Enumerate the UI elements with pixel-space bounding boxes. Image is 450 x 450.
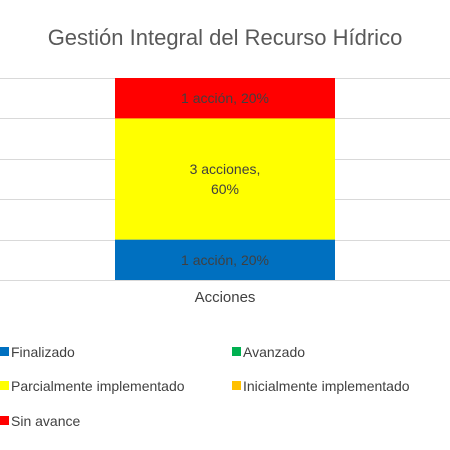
bar-segment-sin-avance — [115, 78, 335, 119]
legend-swatch — [232, 347, 241, 356]
legend-swatch — [232, 381, 241, 390]
legend-swatch — [0, 416, 9, 425]
category-labels: Acciones — [195, 289, 256, 306]
category-label: Acciones — [195, 289, 256, 306]
legend-swatch — [0, 347, 9, 356]
bar-segment-finalizado — [115, 239, 335, 280]
bar-stack — [115, 78, 335, 280]
legend: Finalizado Avanzado Parcialmente implement… — [0, 344, 410, 429]
data-label: 1 acción, 20% — [181, 252, 269, 268]
legend-entry: Finalizado — [11, 344, 75, 360]
data-label: 1 acción, 20% — [181, 90, 269, 106]
legend-entry: Parcialmente implementado — [11, 378, 185, 394]
legend-entry: Inicialmente implementado — [243, 378, 410, 394]
legend-entry: Avanzado — [243, 344, 305, 360]
bar-segment-parcialmente-implementado — [115, 118, 335, 240]
legend-swatch — [0, 381, 9, 390]
chart-title: Gestión Integral del Recurso Hídrico — [48, 25, 403, 50]
data-label: 3 acciones, 60% — [190, 161, 261, 197]
legend-entry: Sin avance — [11, 413, 80, 429]
segment-labels: 1 acción, 20% 3 acciones, 60% 1 acción, 20% — [181, 90, 269, 268]
